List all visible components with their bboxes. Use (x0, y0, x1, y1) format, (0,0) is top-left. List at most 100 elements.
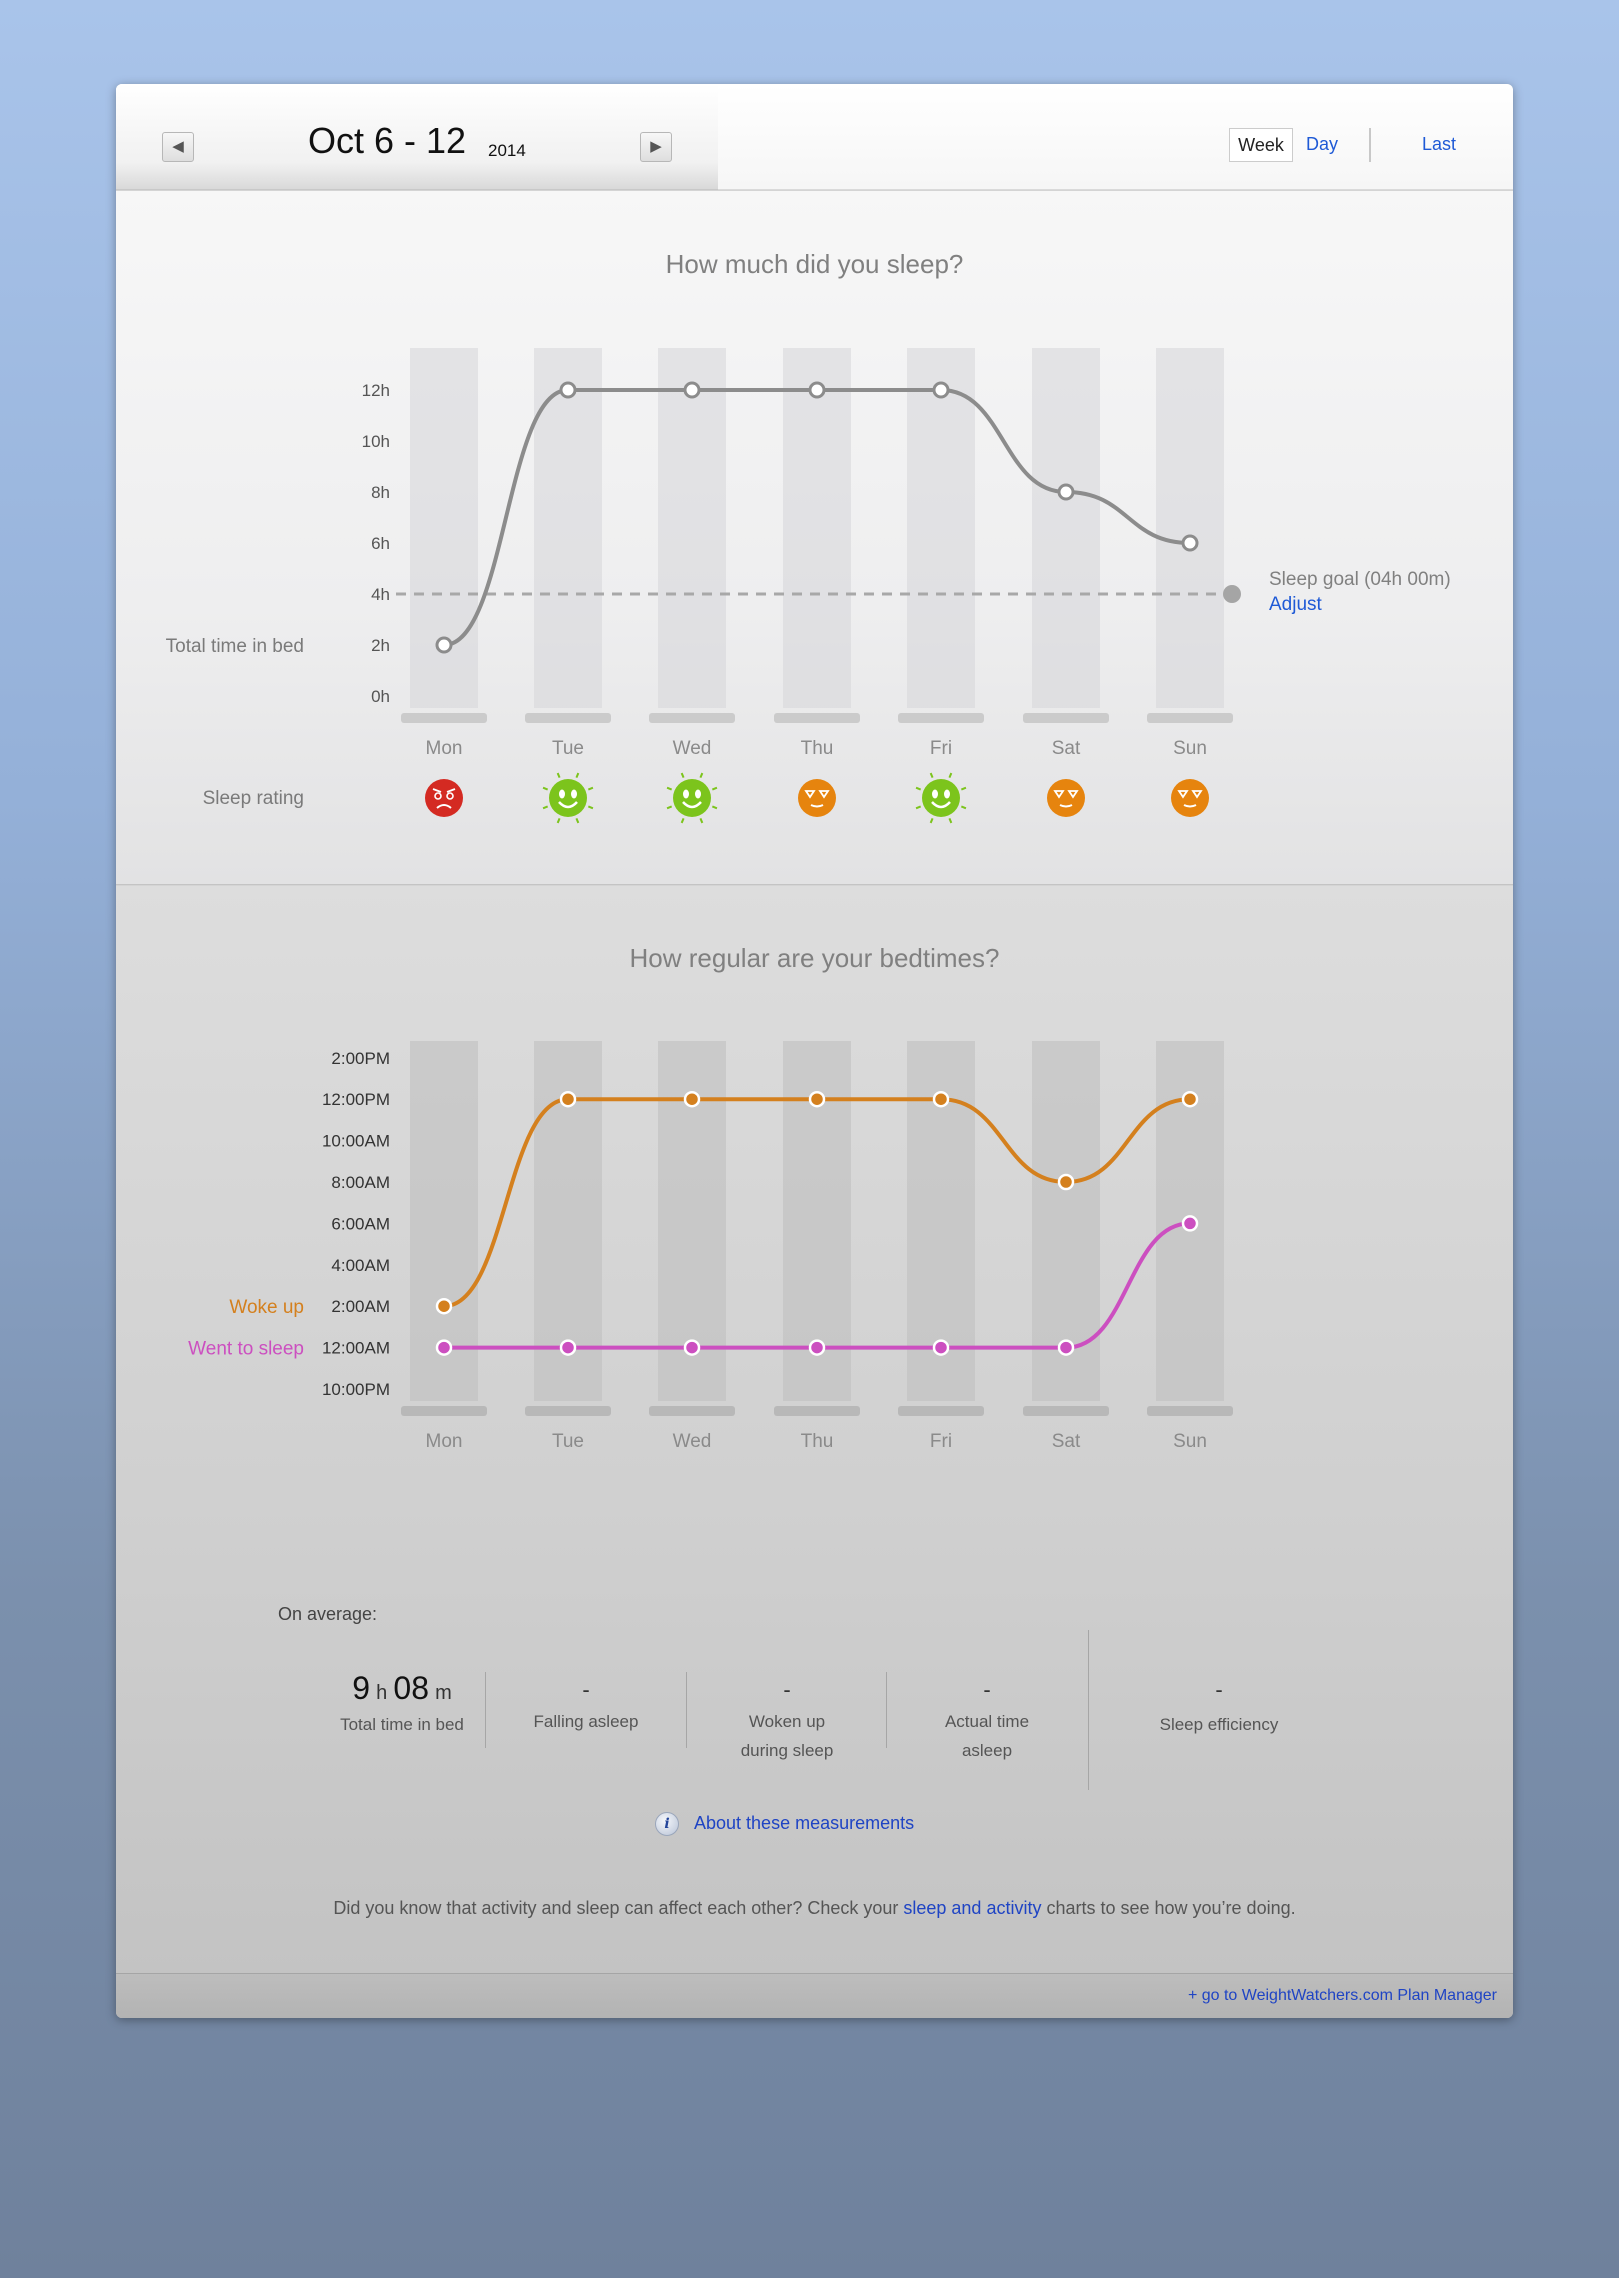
great-face-icon (673, 779, 711, 817)
header-bar: ◀ Oct 6 - 12 2014 ▶ Week Day Last (116, 84, 1513, 190)
ok-face-icon (798, 779, 836, 817)
woke-up-row-label: Woke up (229, 1297, 304, 1318)
y-tick-label: 4:00AM (331, 1256, 390, 1275)
sun-ray (929, 817, 934, 824)
bedtime-chart-title: How regular are your bedtimes? (629, 943, 1000, 973)
sleep-rating-row-label: Sleep rating (203, 788, 304, 809)
sun-ray (680, 772, 685, 779)
weightwatchers-link[interactable]: + go to WeightWatchers.com Plan Manager (1187, 1987, 1497, 2004)
sleep-point-fri (932, 381, 950, 399)
sleep-goal-label: Sleep goal (04h 00m) (1269, 569, 1451, 590)
day-view-link[interactable]: Day (1306, 134, 1339, 154)
next-week-button[interactable]: ▶ (640, 132, 672, 162)
actual-time-value: - (983, 1677, 991, 1702)
did-you-know-after: charts to see how you’re doing. (1041, 1898, 1296, 1918)
day-column-sun (1156, 348, 1224, 708)
hours-unit: h (376, 1682, 388, 1704)
actual-time-label-line1: Actual time (944, 1712, 1030, 1731)
stat-divider (1088, 1630, 1089, 1790)
sun-ray (929, 772, 934, 779)
x-tick-label: Tue (552, 738, 584, 759)
went-to-sleep-point-fri (932, 1339, 950, 1356)
day-column-base (774, 713, 860, 723)
mouth (810, 804, 824, 808)
day-column-base (1023, 713, 1109, 723)
day-column-base (1147, 713, 1233, 723)
total-time-row-label: Total time in bed (166, 636, 304, 657)
sleep-duration-chart: Mon Tue Wed Thu Fri Sat Sun 0h 2h 4h 6h 8h 10h 12h Sle… (166, 348, 1451, 824)
eye (1067, 790, 1079, 799)
went-to-sleep-point-wed (683, 1339, 701, 1356)
info-icon[interactable]: i (655, 1812, 679, 1836)
sun-ray (666, 786, 673, 791)
last-link[interactable]: Last (1422, 134, 1457, 154)
x-tick-label: Wed (673, 1431, 712, 1452)
sun-ray (666, 805, 673, 810)
sleep-and-activity-link[interactable]: sleep and activity (903, 1898, 1042, 1918)
day-column-sat (1032, 348, 1100, 708)
x-tick-label: Fri (930, 1431, 952, 1452)
woke-up-point-mon (435, 1297, 453, 1315)
about-measurements-link[interactable]: About these measurements (694, 1813, 915, 1833)
sun-ray (948, 772, 953, 779)
day-column-base (898, 713, 984, 723)
y-tick-label: 10:00PM (322, 1380, 390, 1399)
sleep-point-wed (683, 381, 701, 399)
day-column-base (649, 713, 735, 723)
woke-up-point-sun (1181, 1090, 1199, 1108)
falling-asleep-label: Falling asleep (533, 1712, 639, 1731)
x-tick-label: Thu (801, 1431, 834, 1452)
woke-up-point-sat (1057, 1173, 1075, 1191)
total-hours: 9 (352, 1670, 371, 1706)
y-tick-label: 0h (371, 687, 390, 706)
woken-up-label-line1: Woken up (748, 1712, 826, 1731)
footer-bar: + go to WeightWatchers.com Plan Manager (116, 1973, 1513, 2018)
sleep-point-mon (435, 636, 453, 654)
sun-ray (960, 805, 967, 810)
x-tick-label: Fri (930, 738, 952, 759)
charts-canvas: Mon Tue Wed Thu Fri Sat Sun 0h 2h 4h 6h 8h 10h 12h Sle… (166, 348, 1451, 1452)
y-tick-label: 2:00AM (331, 1297, 390, 1316)
day-column-base (1023, 1406, 1109, 1416)
y-tick-label: 2h (371, 636, 390, 655)
eye (695, 789, 701, 799)
sleep-efficiency-value: - (1215, 1677, 1223, 1702)
sun-ray (556, 772, 561, 779)
day-column-base (401, 1406, 487, 1416)
mouth (1059, 804, 1073, 808)
bad-face-icon (425, 779, 463, 817)
sleep-point-tue (559, 381, 577, 399)
ok-face-icon (1047, 779, 1085, 817)
day-column-base (525, 1406, 611, 1416)
eye (804, 790, 816, 799)
falling-asleep-value: - (582, 1677, 590, 1702)
x-tick-label: Wed (673, 738, 712, 759)
sun-ray (587, 805, 594, 810)
y-tick-label: 8h (371, 483, 390, 502)
previous-week-button[interactable]: ◀ (162, 132, 194, 162)
actual-time-label-line2: asleep (961, 1741, 1013, 1760)
did-you-know-before: Did you know that activity and sleep can… (333, 1898, 904, 1918)
went-to-sleep-point-sat (1057, 1339, 1075, 1356)
went-to-sleep-point-sun (1181, 1215, 1199, 1232)
adjust-goal-link[interactable]: Adjust (1269, 594, 1323, 615)
y-tick-label: 8:00AM (331, 1173, 390, 1192)
week-view-button[interactable]: Week (1229, 128, 1293, 162)
x-tick-label: Sun (1173, 738, 1207, 759)
header-divider (1369, 128, 1371, 162)
triangle-right-icon: ▶ (650, 138, 662, 155)
day-column-wed (658, 348, 726, 708)
day-column-tue (534, 348, 602, 708)
sun-ray (575, 772, 580, 779)
great-face-icon (549, 779, 587, 817)
woke-up-point-fri (932, 1090, 950, 1108)
eye (571, 789, 577, 799)
sleep-point-sat (1057, 483, 1075, 501)
day-column-thu (783, 348, 851, 708)
sleep-chart-title: How much did you sleep? (665, 249, 964, 279)
minutes-unit: m (435, 1682, 452, 1704)
eye (434, 792, 442, 800)
sleep-efficiency-label: Sleep efficiency (1159, 1715, 1279, 1734)
brow (432, 788, 442, 793)
eye (944, 789, 950, 799)
